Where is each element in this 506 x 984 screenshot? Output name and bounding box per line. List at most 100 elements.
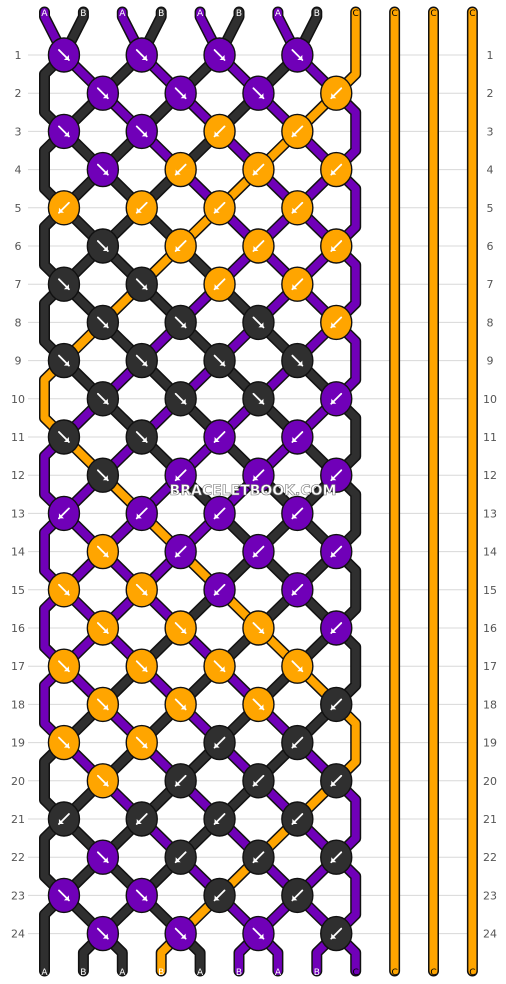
row-number-left: 4 [15,164,22,177]
thread-label-top: A [197,9,204,19]
knot [125,190,158,226]
row-number-right: 9 [487,355,494,368]
knot-arrow-head [214,589,220,595]
knot [164,610,197,646]
thread-label-top: C [353,9,359,19]
knot [203,572,236,608]
row-number-left: 2 [15,87,22,100]
knot [320,915,353,952]
row-number-left: 13 [11,507,25,520]
knot [125,495,158,532]
thread-label-bottom: B [236,968,242,978]
knot-arrow-head [102,475,108,481]
knot-arrow-head [331,780,337,786]
knot [281,190,314,226]
knot-arrow-head [141,131,147,137]
knot [164,915,197,952]
knot-arrow-head [331,704,337,710]
row-number-right: 20 [483,775,497,788]
thread-label-bottom: A [197,968,204,978]
knot [242,763,275,799]
knot-arrow-head [102,704,108,710]
knot [47,572,81,608]
knot-arrow-head [258,704,264,710]
knot-arrow-head [214,131,220,137]
knot [203,266,236,302]
knot [125,419,158,455]
knot-arrow-head [292,131,298,137]
knot [281,801,314,837]
knot-arrow-head [214,742,220,748]
knot-arrow-head [63,360,69,366]
knot [125,37,158,73]
knot-arrow-head [63,742,69,748]
knot-arrow-head [331,322,337,328]
knot [86,304,120,341]
knot-arrow-head [214,207,220,213]
row-number-right: 23 [483,889,497,902]
knot-arrow-head [136,819,142,824]
knot-arrow-head [331,169,337,175]
knot-arrow-head [102,93,108,99]
row-number-left: 18 [11,698,25,711]
row-number-right: 13 [483,507,497,520]
knot-arrow-head [214,284,220,290]
row-number-right: 14 [483,546,497,559]
knot [281,266,314,302]
watermark-brand: BRACELETBOOK.COM [170,483,337,499]
thread-label-top: A [119,9,126,19]
knot [164,381,197,417]
knot-arrow-head [219,55,225,60]
row-number-right: 18 [483,698,497,711]
knot-arrow-head [292,437,298,442]
row-number-right: 15 [483,584,497,597]
row-number-right: 19 [483,737,497,750]
knot [125,113,158,150]
knot [320,228,353,264]
knot [47,724,81,761]
knot [203,648,236,684]
knot-arrow-head [253,169,259,175]
knot-arrow-head [292,207,298,213]
knot-arrow-head [175,169,181,175]
row-number-right: 3 [487,125,494,138]
knot-arrow-head [102,322,108,328]
row-number-left: 3 [15,125,22,138]
knot [242,304,275,341]
knot-arrow-head [219,666,225,672]
row-number-right: 1 [487,49,494,62]
thread-label-bottom: B [80,968,86,978]
knot [242,915,275,952]
knot-arrow-head [253,857,259,863]
knot-arrow-head [136,513,142,519]
knot [281,419,314,455]
knot-arrow-head [102,933,108,939]
knot [242,381,275,417]
row-number-left: 5 [15,202,22,215]
row-number-left: 10 [11,393,25,406]
knot-arrow-head [297,666,303,672]
knot-arrow-head [253,475,259,481]
knot [320,151,353,188]
row-number-left: 6 [15,240,22,253]
row-number-left: 7 [15,278,22,291]
thread-label-bottom: A [41,968,48,978]
knot-arrow-head [331,93,337,99]
row-number-right: 16 [483,622,497,635]
knot [86,151,120,188]
knot-arrow-head [258,933,264,939]
knot [86,763,120,799]
knot [281,877,314,914]
knot-arrow-head [63,895,69,901]
knot [86,75,120,111]
row-number-left: 14 [11,546,25,559]
knot-arrow-head [180,93,186,99]
knot-arrow-head [141,742,147,748]
thread-label-top: C [391,9,397,19]
knot [125,572,158,608]
knot [320,533,353,570]
row-number-left: 23 [11,889,25,902]
knot [203,724,236,761]
row-number-left: 20 [11,775,25,788]
knot-arrow-head [258,93,264,99]
